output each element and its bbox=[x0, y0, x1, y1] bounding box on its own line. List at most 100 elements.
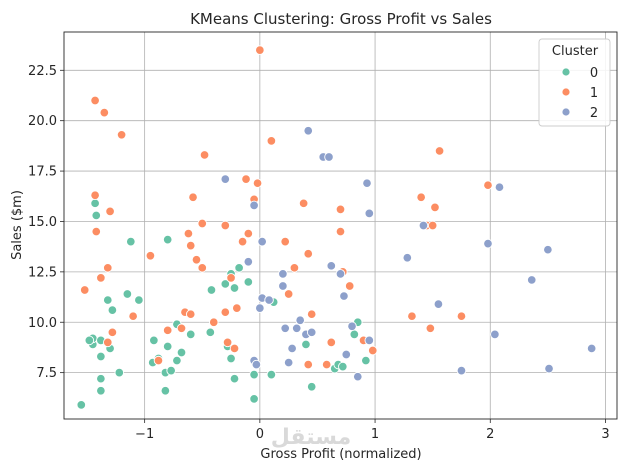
legend-marker bbox=[561, 107, 571, 117]
legend-label: 2 bbox=[590, 106, 598, 121]
data-point-cluster-1 bbox=[116, 130, 127, 140]
y-tick-label: 20.0 bbox=[28, 114, 57, 129]
data-point-cluster-2 bbox=[278, 269, 288, 279]
data-point-cluster-1 bbox=[103, 263, 113, 273]
data-point-cluster-0 bbox=[249, 369, 259, 380]
data-point-cluster-0 bbox=[338, 361, 348, 372]
data-point-cluster-1 bbox=[96, 273, 106, 283]
data-point-cluster-1 bbox=[326, 337, 337, 348]
data-point-cluster-0 bbox=[134, 295, 144, 305]
y-axis-label: Sales ($m) bbox=[10, 190, 25, 260]
legend: Cluster 0 1 2 bbox=[538, 38, 611, 127]
data-point-cluster-1 bbox=[237, 236, 248, 247]
data-point-cluster-2 bbox=[324, 152, 334, 162]
data-point-cluster-1 bbox=[303, 248, 313, 259]
data-point-cluster-1 bbox=[407, 311, 417, 321]
data-point-cluster-0 bbox=[234, 263, 244, 273]
plot-frame bbox=[63, 31, 618, 420]
data-point-cluster-0 bbox=[90, 198, 100, 209]
data-point-cluster-2 bbox=[257, 236, 267, 247]
data-point-cluster-1 bbox=[185, 309, 196, 319]
data-point-cluster-2 bbox=[494, 182, 505, 192]
data-point-cluster-2 bbox=[543, 244, 553, 255]
data-point-cluster-1 bbox=[197, 263, 207, 273]
data-point-cluster-1 bbox=[105, 206, 115, 217]
y-tick-label: 7.5 bbox=[36, 366, 57, 381]
data-point-cluster-1 bbox=[229, 343, 240, 354]
data-point-cluster-2 bbox=[326, 261, 337, 271]
data-point-cluster-1 bbox=[283, 289, 294, 299]
data-point-cluster-0 bbox=[172, 355, 182, 366]
data-point-cluster-0 bbox=[185, 329, 196, 340]
data-point-cluster-1 bbox=[280, 236, 290, 247]
data-point-cluster-2 bbox=[364, 208, 375, 219]
data-point-cluster-0 bbox=[162, 234, 173, 245]
data-point-cluster-1 bbox=[306, 309, 317, 319]
data-point-cluster-2 bbox=[353, 371, 363, 382]
x-tick-label: 3 bbox=[601, 427, 609, 442]
data-point-cluster-1 bbox=[220, 220, 231, 231]
data-point-cluster-1 bbox=[434, 146, 445, 156]
data-point-cluster-2 bbox=[362, 178, 372, 188]
data-point-cluster-2 bbox=[287, 343, 297, 354]
data-point-cluster-1 bbox=[128, 311, 138, 321]
data-point-cluster-1 bbox=[430, 202, 440, 213]
data-point-cluster-0 bbox=[149, 335, 159, 346]
data-point-cluster-0 bbox=[76, 400, 87, 410]
data-point-cluster-2 bbox=[341, 349, 352, 360]
data-point-cluster-0 bbox=[107, 305, 118, 315]
y-tick-label: 10.0 bbox=[28, 316, 57, 331]
data-point-cluster-2 bbox=[456, 365, 467, 376]
data-point-cluster-2 bbox=[291, 323, 302, 334]
data-point-cluster-0 bbox=[176, 347, 187, 358]
x-tick-label: 1 bbox=[371, 427, 379, 442]
data-point-cluster-1 bbox=[289, 263, 300, 273]
data-point-cluster-0 bbox=[226, 353, 236, 364]
data-point-cluster-2 bbox=[418, 220, 429, 231]
data-point-cluster-1 bbox=[321, 359, 332, 370]
data-point-cluster-0 bbox=[249, 394, 259, 404]
chart-title: KMeans Clustering: Gross Profit vs Sales bbox=[190, 10, 492, 28]
x-tick-label: 0 bbox=[256, 427, 264, 442]
data-point-cluster-1 bbox=[185, 240, 196, 251]
legend-marker bbox=[561, 87, 571, 97]
data-point-cluster-1 bbox=[226, 273, 236, 283]
data-point-cluster-1 bbox=[425, 323, 436, 334]
data-point-cluster-1 bbox=[298, 198, 309, 209]
data-point-cluster-0 bbox=[96, 351, 106, 362]
data-point-cluster-0 bbox=[349, 329, 360, 340]
legend-label: 0 bbox=[590, 66, 598, 81]
data-point-cluster-1 bbox=[243, 228, 254, 239]
data-point-cluster-1 bbox=[241, 174, 251, 184]
data-point-cluster-2 bbox=[278, 281, 288, 291]
data-point-cluster-1 bbox=[199, 150, 210, 160]
data-point-cluster-0 bbox=[84, 335, 95, 346]
data-point-cluster-1 bbox=[91, 226, 102, 237]
data-point-cluster-2 bbox=[402, 252, 413, 263]
data-point-cluster-1 bbox=[335, 226, 346, 237]
data-point-cluster-1 bbox=[90, 190, 100, 201]
data-point-cluster-1 bbox=[183, 228, 194, 239]
data-point-cluster-1 bbox=[335, 204, 346, 215]
data-point-cluster-2 bbox=[303, 126, 313, 136]
data-point-cluster-2 bbox=[339, 291, 349, 301]
data-point-cluster-1 bbox=[145, 250, 156, 261]
data-point-cluster-2 bbox=[255, 303, 265, 313]
data-point-cluster-1 bbox=[107, 327, 118, 338]
data-point-cluster-1 bbox=[176, 323, 187, 334]
data-point-cluster-1 bbox=[209, 317, 219, 328]
data-point-cluster-2 bbox=[295, 315, 305, 325]
data-point-cluster-2 bbox=[364, 335, 375, 346]
data-point-cluster-1 bbox=[344, 281, 355, 291]
data-point-cluster-2 bbox=[249, 200, 259, 211]
data-point-cluster-2 bbox=[347, 321, 357, 332]
data-point-cluster-0 bbox=[229, 283, 240, 293]
data-point-cluster-1 bbox=[303, 359, 313, 370]
data-point-cluster-0 bbox=[103, 295, 113, 305]
data-point-cluster-1 bbox=[427, 220, 438, 231]
data-point-cluster-1 bbox=[162, 325, 173, 336]
x-tick-label: −1 bbox=[135, 427, 154, 442]
data-point-cluster-2 bbox=[483, 238, 493, 249]
data-point-cluster-0 bbox=[96, 386, 106, 396]
